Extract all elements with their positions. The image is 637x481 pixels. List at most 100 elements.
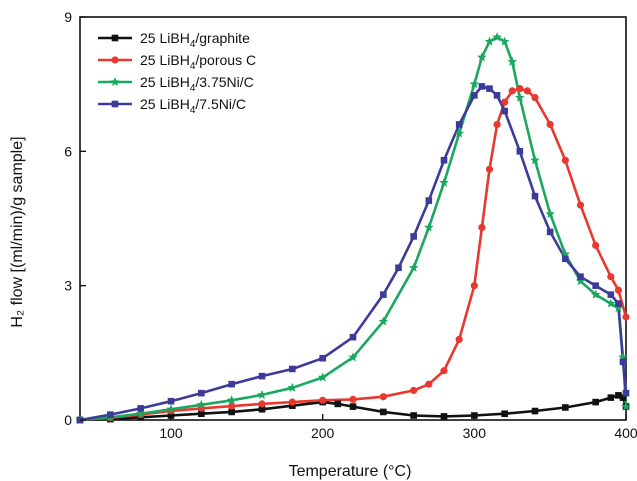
data-point-s3 (226, 395, 237, 405)
x-tick-label: 300 (463, 425, 487, 441)
legend-label: 25 LiBH4/porous C (140, 52, 256, 72)
data-point-s3 (492, 32, 502, 42)
legend-entry-4: 25 LiBH4/7.5Ni/C (98, 96, 246, 116)
legend-label: 25 LiBH4/3.75Ni/C (140, 74, 254, 94)
legend-marker (110, 77, 120, 87)
x-tick-label: 400 (614, 425, 637, 441)
y-tick-label: 0 (64, 412, 72, 428)
data-point-s4 (546, 228, 554, 236)
data-point-s2 (607, 273, 615, 281)
data-point-s4 (562, 255, 569, 263)
series-line-4 (79, 85, 628, 422)
data-point-s2 (470, 282, 478, 290)
data-point-s2 (546, 120, 554, 129)
legend-label: 25 LiBH4/7.5Ni/C (140, 96, 246, 116)
y-axis-title: H₂ flow [(ml/min)/g sample] (9, 136, 26, 327)
data-point-s4 (619, 358, 627, 366)
data-point-s1 (619, 394, 627, 401)
data-point-s4 (622, 389, 630, 397)
data-point-s4 (425, 197, 433, 204)
data-point-s3 (166, 404, 176, 414)
legend-entry-3: 25 LiBH4/3.75Ni/C (98, 74, 254, 94)
data-point-s4 (380, 291, 387, 298)
data-point-s3 (196, 399, 207, 409)
data-point-s2 (410, 386, 418, 395)
data-point-s1 (562, 404, 569, 411)
data-point-s2 (485, 165, 494, 173)
data-point-s3 (408, 262, 419, 272)
data-point-s3 (378, 316, 389, 326)
series-line-2 (79, 87, 628, 422)
y-tick-label: 3 (64, 278, 72, 294)
data-point-s4 (258, 372, 266, 380)
series-line-3 (79, 35, 628, 422)
data-point-s3 (287, 382, 298, 392)
data-point-s2 (501, 98, 509, 106)
data-point-s1 (334, 400, 342, 408)
data-point-s4 (607, 291, 615, 298)
data-point-s4 (577, 273, 584, 281)
data-point-s3 (560, 249, 571, 259)
data-point-s3 (348, 352, 358, 362)
legend-label: 25 LiBH4/graphite (140, 30, 250, 50)
data-point-s2 (425, 380, 433, 388)
data-point-s3 (590, 289, 601, 299)
data-point-s4 (410, 233, 417, 240)
data-point-s3 (439, 177, 449, 187)
data-point-s1 (258, 405, 266, 413)
legend-marker (111, 56, 119, 64)
data-point-s3 (454, 128, 464, 138)
data-point-s1 (607, 394, 615, 401)
data-point-s4 (486, 85, 493, 92)
data-point-s3 (621, 401, 631, 411)
data-point-s1 (349, 403, 357, 410)
x-tick-label: 100 (159, 425, 183, 441)
data-point-s3 (613, 303, 624, 313)
data-point-s4 (107, 411, 114, 418)
data-point-s3 (606, 298, 616, 308)
data-point-s2 (531, 94, 539, 102)
data-point-s4 (167, 397, 175, 405)
data-point-s3 (530, 155, 540, 165)
data-point-s3 (545, 209, 555, 219)
data-point-s1 (615, 392, 622, 399)
data-point-s3 (257, 389, 267, 399)
data-point-s2 (379, 393, 387, 401)
data-point-s3 (499, 36, 510, 46)
data-point-s2 (516, 85, 524, 93)
data-point-s2 (576, 201, 585, 209)
data-point-s4 (319, 354, 326, 362)
data-point-s3 (477, 52, 487, 62)
data-point-s1 (198, 410, 205, 418)
data-point-s2 (622, 313, 630, 321)
data-point-s2 (592, 241, 600, 249)
data-point-s1 (501, 410, 508, 418)
data-point-s4 (516, 148, 524, 155)
x-axis-title: Temperature (°C) (289, 463, 412, 480)
data-point-s2 (440, 367, 448, 375)
data-point-s4 (455, 121, 463, 128)
data-point-s3 (618, 352, 628, 362)
data-point-s4 (198, 389, 205, 397)
data-point-s3 (575, 276, 586, 286)
data-point-s1 (440, 413, 448, 420)
data-point-s3 (515, 92, 525, 102)
data-point-s4 (615, 300, 622, 307)
data-point-s2 (493, 120, 501, 129)
y-tick-label: 6 (64, 143, 72, 159)
data-point-s2 (523, 87, 532, 95)
data-point-s2 (228, 402, 236, 410)
data-point-s4 (440, 156, 448, 164)
data-point-s2 (319, 396, 327, 404)
data-point-s2 (478, 223, 486, 232)
data-point-s4 (501, 107, 508, 115)
data-point-s3 (424, 222, 434, 232)
data-point-s2 (258, 400, 266, 408)
data-point-s4 (395, 264, 402, 272)
plot-border (79, 16, 627, 421)
data-point-s3 (507, 56, 518, 66)
data-point-s4 (493, 92, 501, 99)
data-point-s3 (469, 79, 480, 89)
data-point-s4 (289, 365, 296, 373)
